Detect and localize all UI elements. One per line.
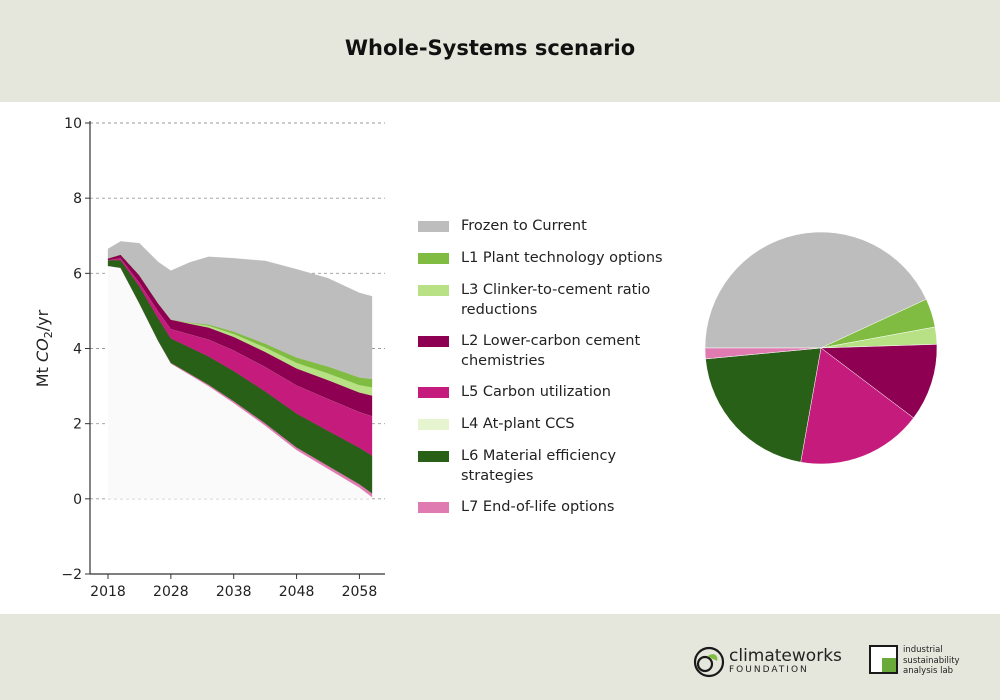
chart-title: Whole-Systems scenario — [344, 36, 636, 60]
legend-item: L1 Plant technology options — [418, 248, 688, 280]
x-tick-label: 2058 — [342, 584, 378, 600]
climateworks-logo: climateworks FOUNDATION — [693, 646, 842, 678]
y-tick-label: 4 — [73, 342, 82, 358]
legend-item: L3 Clinker-to-cement ratio reductions — [418, 280, 688, 331]
pie-slice — [704, 231, 927, 349]
y-tick-label: 10 — [64, 116, 82, 132]
legend-item: Frozen to Current — [418, 216, 688, 248]
y-axis-label: Mt CO2/yr — [33, 309, 55, 387]
legend-item: L7 End-of-life options — [418, 497, 688, 529]
isal-square-icon — [869, 645, 898, 674]
legend-label: L3 Clinker-to-cement ratio reductions — [461, 282, 651, 318]
x-tick-label: 2018 — [90, 584, 126, 600]
x-tick-label: 2048 — [279, 584, 315, 600]
legend-label: L4 At-plant CCS — [461, 416, 575, 432]
x-tick-label: 2038 — [216, 584, 252, 600]
legend-label: L5 Carbon utilization — [461, 384, 611, 400]
baseline-area — [108, 265, 372, 499]
pie-slice — [705, 347, 822, 463]
climateworks-sub: FOUNDATION — [729, 665, 809, 675]
legend-item: L2 Lower-carbon cement chemistries — [418, 331, 688, 382]
climateworks-name: climateworks — [729, 646, 842, 666]
legend-label: L2 Lower-carbon cement chemistries — [461, 333, 641, 369]
isal-line: analysis lab — [903, 666, 954, 676]
isal-logo: industrial sustainability analysis lab — [869, 645, 960, 677]
legend-item: L6 Material efficiency strategies — [418, 446, 688, 497]
legend-swatch — [418, 451, 449, 462]
y-tick-label: 2 — [73, 417, 82, 433]
pie-slice — [704, 347, 822, 360]
isal-line: industrial — [903, 645, 943, 655]
legend-swatch — [418, 387, 449, 398]
y-tick-label: −2 — [61, 567, 82, 583]
header-band — [0, 0, 1000, 102]
legend-label: Frozen to Current — [461, 218, 587, 234]
legend-swatch — [418, 502, 449, 513]
pie-slice — [820, 344, 938, 419]
y-tick-label: 6 — [73, 266, 82, 282]
legend-label: L1 Plant technology options — [461, 250, 663, 266]
legend-swatch — [418, 253, 449, 264]
legend-label: L7 End-of-life options — [461, 499, 615, 515]
isal-line: sustainability — [903, 655, 960, 666]
legend-swatch — [418, 221, 449, 232]
climateworks-mark-icon — [693, 646, 725, 678]
pie-slice — [800, 347, 914, 465]
footer-band — [0, 614, 1000, 700]
legend-swatch — [418, 336, 449, 347]
y-tick-label: 0 — [73, 492, 82, 508]
y-tick-label: 8 — [73, 191, 82, 207]
legend-item: L5 Carbon utilization — [418, 382, 688, 414]
legend-label: L6 Material efficiency strategies — [461, 448, 617, 484]
legend-item: L4 At-plant CCS — [418, 414, 688, 446]
legend: Frozen to Current L1 Plant technology op… — [418, 216, 688, 529]
legend-swatch — [418, 285, 449, 296]
area-series — [107, 241, 373, 380]
legend-swatch — [418, 419, 449, 430]
x-tick-label: 2028 — [153, 584, 189, 600]
